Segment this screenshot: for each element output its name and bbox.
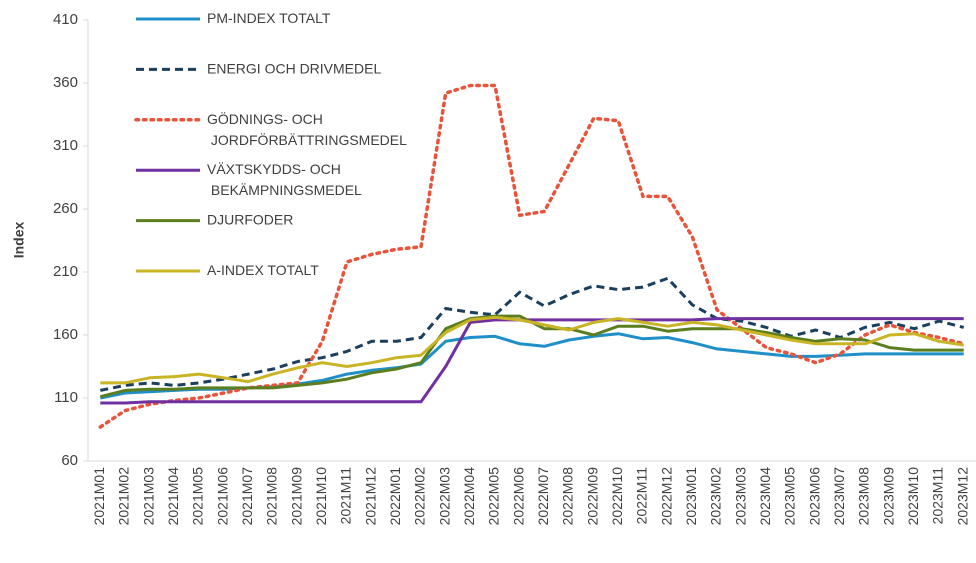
x-tick-label: 2021M10 — [313, 467, 329, 526]
x-tick-label: 2023M04 — [757, 467, 773, 526]
x-tick-label: 2021M08 — [264, 467, 280, 526]
x-tick-label: 2023M10 — [905, 467, 921, 526]
x-tick-label: 2022M09 — [584, 467, 600, 526]
x-tick-label: 2021M06 — [214, 467, 230, 526]
x-tick-label: 2022M02 — [412, 467, 428, 526]
legend-label: ENERGI OCH DRIVMEDEL — [207, 60, 381, 76]
legend-label: GÖDNINGS- OCH JORDFÖRBÄTTRINGSMEDEL — [207, 110, 407, 148]
x-tick-label: 2023M08 — [856, 467, 872, 526]
legend-label: DJURFODER — [207, 211, 293, 227]
x-tick-label: 2023M11 — [930, 467, 946, 525]
y-axis-label: Index — [11, 222, 27, 259]
x-tick-label: 2022M12 — [658, 467, 674, 526]
x-tick-label: 2022M04 — [461, 467, 477, 526]
y-tick-label: 160 — [53, 326, 78, 343]
series-line — [100, 315, 964, 385]
x-tick-label: 2022M01 — [387, 467, 403, 526]
x-tick-label: 2022M06 — [510, 467, 526, 526]
x-tick-label: 2022M11 — [634, 467, 650, 525]
x-tick-label: 2022M03 — [436, 467, 452, 526]
x-tick-label: 2021M02 — [116, 467, 132, 526]
y-tick-label: 260 — [53, 200, 78, 217]
x-tick-label: 2022M05 — [486, 467, 502, 526]
x-tick-label: 2021M12 — [362, 467, 378, 526]
x-tick-label: 2023M07 — [831, 467, 847, 526]
y-tick-label: 410 — [53, 11, 78, 28]
x-tick-label: 2021M04 — [165, 467, 181, 526]
series-line — [100, 317, 964, 405]
y-tick-label: 310 — [53, 137, 78, 154]
x-tick-label: 2023M03 — [732, 467, 748, 526]
x-tick-label: 2022M08 — [560, 467, 576, 526]
x-tick-label: 2021M05 — [190, 467, 206, 526]
x-tick-label: 2021M09 — [288, 467, 304, 526]
y-tick-label: 210 — [53, 263, 78, 280]
y-tick-label: 110 — [54, 389, 78, 406]
x-tick-label: 2021M11 — [338, 467, 354, 525]
legend-label: A-INDEX TOTALT — [207, 262, 319, 278]
series-line — [100, 276, 965, 392]
x-tick-label: 2022M10 — [609, 467, 625, 526]
legend-label: PM-INDEX TOTALT — [207, 10, 331, 26]
x-tick-label: 2023M02 — [708, 467, 724, 526]
x-tick-label: 2022M07 — [535, 467, 551, 526]
x-tick-label: 2021M07 — [239, 467, 255, 526]
x-tick-label: 2023M12 — [954, 467, 970, 526]
y-tick-label: 60 — [61, 452, 78, 469]
x-tick-label: 2021M01 — [91, 467, 107, 526]
y-tick-label: 360 — [53, 74, 78, 91]
legend-label: VÄXTSKYDDS- OCH BEKÄMPNINGSMEDEL — [207, 161, 362, 198]
x-tick-label: 2023M05 — [782, 467, 798, 526]
x-tick-label: 2023M09 — [880, 467, 896, 526]
x-tick-label: 2023M01 — [683, 467, 699, 526]
x-tick-label: 2023M06 — [806, 467, 822, 526]
x-tick-label: 2021M03 — [140, 467, 156, 526]
